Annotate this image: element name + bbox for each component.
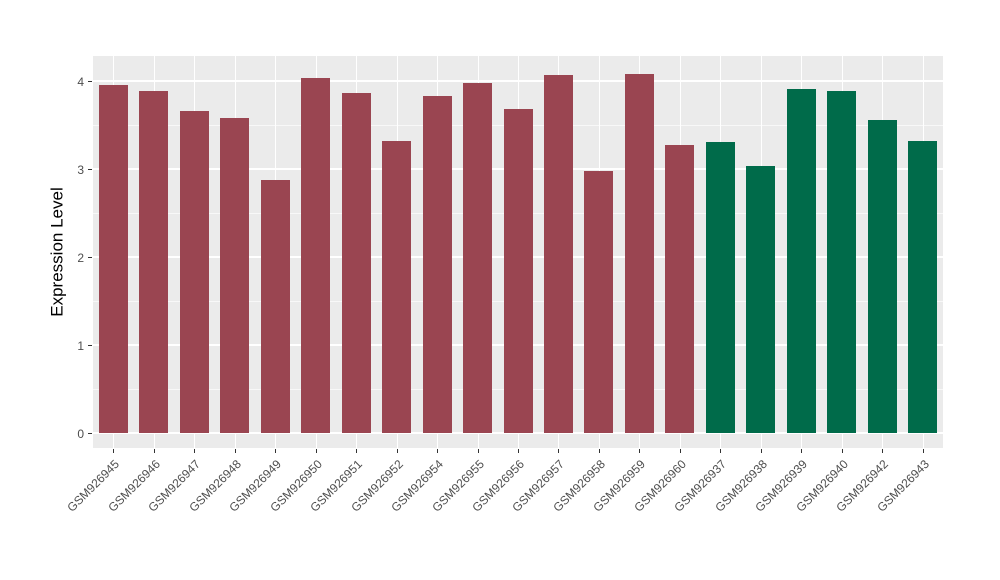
x-tick-mark [842,449,843,453]
bar-GSM926947 [180,111,209,433]
bar-GSM926937 [706,142,735,433]
bar-GSM926954 [423,96,452,433]
x-tick-mark [437,449,438,453]
x-tick-mark [275,449,276,453]
x-tick-mark [478,449,479,453]
bar-GSM926938 [746,166,775,433]
x-tick-mark [154,449,155,453]
bar-GSM926958 [584,171,613,433]
y-tick-label: 3 [77,163,84,177]
x-tick-mark [761,449,762,453]
plot-panel [93,56,943,448]
bar-GSM926948 [220,118,249,433]
bar-GSM926952 [382,141,411,433]
x-tick-mark [801,449,802,453]
y-tick-mark [88,169,92,170]
y-tick-label: 4 [77,75,84,89]
y-tick-label: 2 [77,251,84,265]
y-tick-label: 1 [77,339,84,353]
bar-GSM926959 [625,74,654,433]
x-tick-mark [882,449,883,453]
x-tick-mark [113,449,114,453]
bar-GSM926946 [139,91,168,433]
x-tick-mark [923,449,924,453]
bar-GSM926949 [261,180,290,433]
bar-GSM926939 [787,89,816,433]
bar-GSM926956 [504,109,533,433]
bar-GSM926955 [463,83,492,433]
bar-GSM926960 [665,145,694,433]
x-tick-mark [639,449,640,453]
x-tick-mark [720,449,721,453]
x-tick-mark [680,449,681,453]
bar-GSM926940 [827,91,856,433]
bar-GSM926950 [301,78,330,433]
y-tick-mark [88,257,92,258]
bar-GSM926945 [99,85,128,433]
bar-GSM926943 [908,141,937,433]
y-tick-label: 0 [77,427,84,441]
y-tick-mark [88,81,92,82]
x-tick-mark [316,449,317,453]
x-tick-mark [194,449,195,453]
x-tick-mark [558,449,559,453]
x-tick-mark [518,449,519,453]
bar-GSM926957 [544,75,573,433]
x-tick-mark [356,449,357,453]
x-tick-mark [397,449,398,453]
bar-GSM926951 [342,93,371,433]
bar-GSM926942 [868,120,897,433]
x-tick-mark [599,449,600,453]
x-tick-mark [235,449,236,453]
y-tick-mark [88,345,92,346]
y-tick-mark [88,433,92,434]
